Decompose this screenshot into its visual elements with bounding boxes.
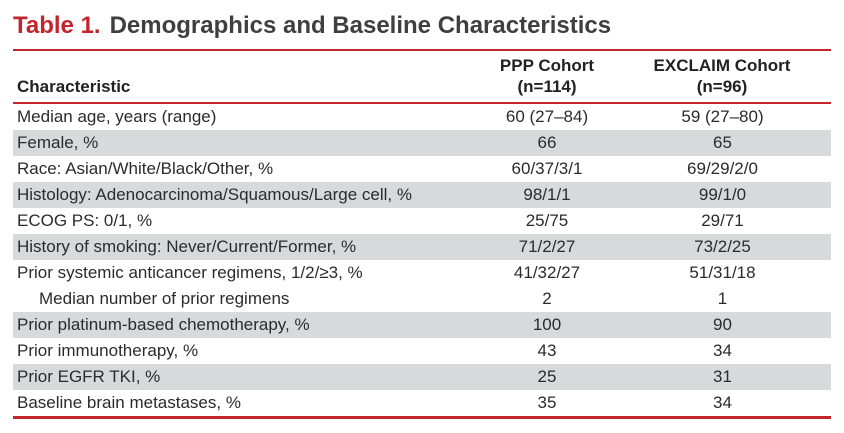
row-ppp-value: 98/1/1: [523, 185, 571, 204]
table-row: Histology: Adenocarcinoma/Squamous/Large…: [13, 182, 831, 208]
table-row: Baseline brain metastases, % 35 34: [13, 390, 831, 418]
table-row: Prior immunotherapy, % 43 34: [13, 338, 831, 364]
col-header-ppp: PPP Cohort (n=114): [457, 51, 637, 104]
row-characteristic-label: Female, %: [17, 133, 99, 152]
row-exclaim-value: 73/2/25: [694, 237, 751, 256]
col-header-exclaim: EXCLAIM Cohort (n=96): [637, 51, 831, 104]
table-title: Table 1. Demographics and Baseline Charac…: [13, 8, 831, 44]
row-exclaim-value: 90: [713, 315, 732, 334]
divider-top: [13, 49, 831, 51]
table-row: Female, % 66 65: [13, 130, 831, 156]
table-body: Median age, years (range) 60 (27–84) 59 (2…: [13, 103, 831, 418]
col-header-exclaim-n: (n=96): [696, 77, 748, 96]
row-characteristic-label: Prior immunotherapy, %: [17, 341, 199, 360]
header-row: Characteristic PPP Cohort (n=114) EXCLAI…: [13, 51, 831, 104]
table-row: Median age, years (range) 60 (27–84) 59 (2…: [13, 103, 831, 130]
table-row: Median number of prior regimens 2 1: [13, 286, 831, 312]
row-ppp-value: 100: [532, 315, 562, 334]
table-row: History of smoking: Never/Current/Former…: [13, 234, 831, 260]
row-characteristic-label: Median number of prior regimens: [39, 289, 290, 308]
row-exclaim-value: 1: [717, 289, 728, 308]
row-exclaim-value: 59 (27–80): [681, 107, 764, 126]
table-title-text: Demographics and Baseline Characteristic…: [109, 12, 612, 39]
row-exclaim-value: 65: [713, 133, 732, 152]
row-ppp-value: 41/32/27: [513, 263, 581, 282]
table-row: Race: Asian/White/Black/Other, % 60/37/3/…: [13, 156, 831, 182]
row-exclaim-value: 34: [713, 341, 732, 360]
row-ppp-value: 71/2/27: [518, 237, 576, 256]
row-characteristic-label: Prior platinum-based chemotherapy, %: [17, 315, 310, 334]
col-header-characteristic: Characteristic: [13, 51, 457, 104]
col-header-ppp-name: PPP Cohort: [499, 56, 595, 75]
demographics-table: Characteristic PPP Cohort (n=114) EXCLAI…: [13, 51, 831, 419]
row-characteristic-label: History of smoking: Never/Current/Former…: [17, 237, 357, 256]
row-characteristic-label: Race: Asian/White/Black/Other, %: [17, 159, 274, 178]
table-figure: Table 1. Demographics and Baseline Charac…: [13, 8, 831, 419]
col-header-ppp-n: (n=114): [517, 77, 577, 96]
col-header-exclaim-name: EXCLAIM Cohort: [653, 56, 791, 75]
row-ppp-value: 60 (27–84): [505, 107, 589, 126]
row-ppp-value: 2: [542, 289, 552, 308]
row-exclaim-value: 99/1/0: [698, 185, 747, 204]
row-ppp-value: 35: [537, 393, 557, 412]
row-characteristic-label: Median age, years (range): [17, 107, 217, 126]
row-characteristic-label: Baseline brain metastases, %: [17, 393, 241, 412]
row-exclaim-value: 29/71: [701, 211, 744, 230]
row-exclaim-value: 31: [713, 367, 732, 386]
row-exclaim-value: 69/29/2/0: [687, 159, 758, 178]
table-row: Prior systemic anticancer regimens, 1/2/…: [13, 260, 831, 286]
row-ppp-value: 60/37/3/1: [511, 159, 583, 178]
row-ppp-value: 25/75: [525, 211, 569, 230]
table-row: Prior platinum-based chemotherapy, % 100 9…: [13, 312, 831, 338]
row-exclaim-value: 51/31/18: [689, 263, 756, 282]
row-ppp-value: 25: [537, 367, 557, 386]
table-row: ECOG PS: 0/1, % 25/75 29/71: [13, 208, 831, 234]
row-characteristic-label: Histology: Adenocarcinoma/Squamous/Large…: [17, 185, 412, 204]
row-characteristic-label: Prior EGFR TKI, %: [17, 367, 161, 386]
row-characteristic-label: ECOG PS: 0/1, %: [17, 211, 153, 230]
row-ppp-value: 66: [537, 133, 557, 152]
table-row: Prior EGFR TKI, % 25 31: [13, 364, 831, 390]
row-ppp-value: 43: [537, 341, 557, 360]
row-exclaim-value: 34: [713, 393, 732, 412]
row-characteristic-label: Prior systemic anticancer regimens, 1/2/…: [17, 263, 363, 282]
table-number: Table 1.: [13, 12, 101, 39]
